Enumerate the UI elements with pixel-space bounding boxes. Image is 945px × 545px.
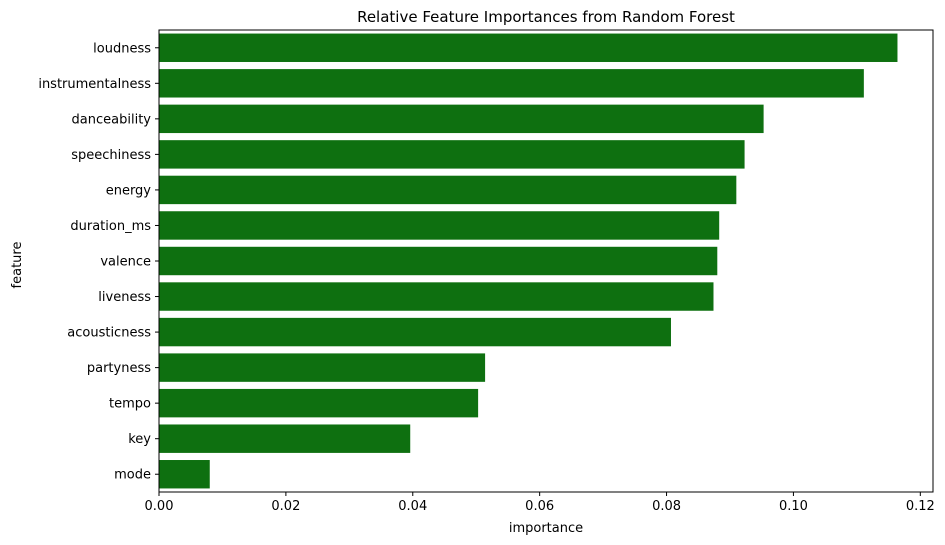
y-tick-label: energy — [106, 183, 152, 198]
x-tick-label: 0.04 — [398, 499, 427, 514]
x-tick-label: 0.12 — [906, 499, 935, 514]
bar-valence — [159, 246, 718, 276]
x-tick-label: 0.06 — [525, 499, 554, 514]
chart-title: Relative Feature Importances from Random… — [357, 8, 735, 26]
y-tick-label: speechiness — [71, 148, 151, 163]
bar-key — [159, 424, 411, 453]
x-tick-label: 0.02 — [271, 499, 300, 514]
bar-duration_ms — [159, 211, 720, 240]
y-tick-label: loudness — [93, 41, 151, 56]
y-tick-label: valence — [100, 255, 151, 270]
bar-acousticness — [159, 317, 671, 347]
y-tick-label: partyness — [87, 361, 151, 376]
x-tick-label: 0.00 — [145, 499, 174, 514]
bars-group — [159, 33, 898, 489]
y-tick-label: duration_ms — [70, 219, 151, 234]
bar-mode — [159, 460, 210, 489]
bar-instrumentalness — [159, 69, 864, 98]
plot-frame — [158, 29, 934, 493]
x-axis-label: importance — [509, 521, 583, 536]
bar-danceability — [159, 104, 764, 134]
y-tick-label: instrumentalness — [38, 77, 151, 92]
y-tick-label: key — [128, 432, 151, 447]
x-tick-label: 0.10 — [779, 499, 808, 514]
y-axis-ticks: loudness instrumentalness danceability spee… — [38, 41, 159, 483]
bar-speechiness — [159, 140, 745, 169]
y-tick-label: liveness — [98, 290, 151, 305]
x-tick-label: 0.08 — [652, 499, 681, 514]
bar-tempo — [159, 388, 479, 418]
bar-liveness — [159, 282, 714, 311]
y-tick-label: danceability — [72, 112, 152, 127]
y-tick-label: tempo — [109, 397, 151, 412]
bar-partyness — [159, 353, 486, 382]
y-tick-label: acousticness — [67, 326, 151, 341]
x-axis-ticks: 0.00 0.02 0.04 0.06 0.08 0.10 0.12 — [145, 492, 935, 514]
y-axis-label: feature — [10, 242, 25, 289]
bar-loudness — [159, 33, 898, 62]
y-tick-label: mode — [114, 468, 151, 483]
bar-energy — [159, 175, 737, 205]
